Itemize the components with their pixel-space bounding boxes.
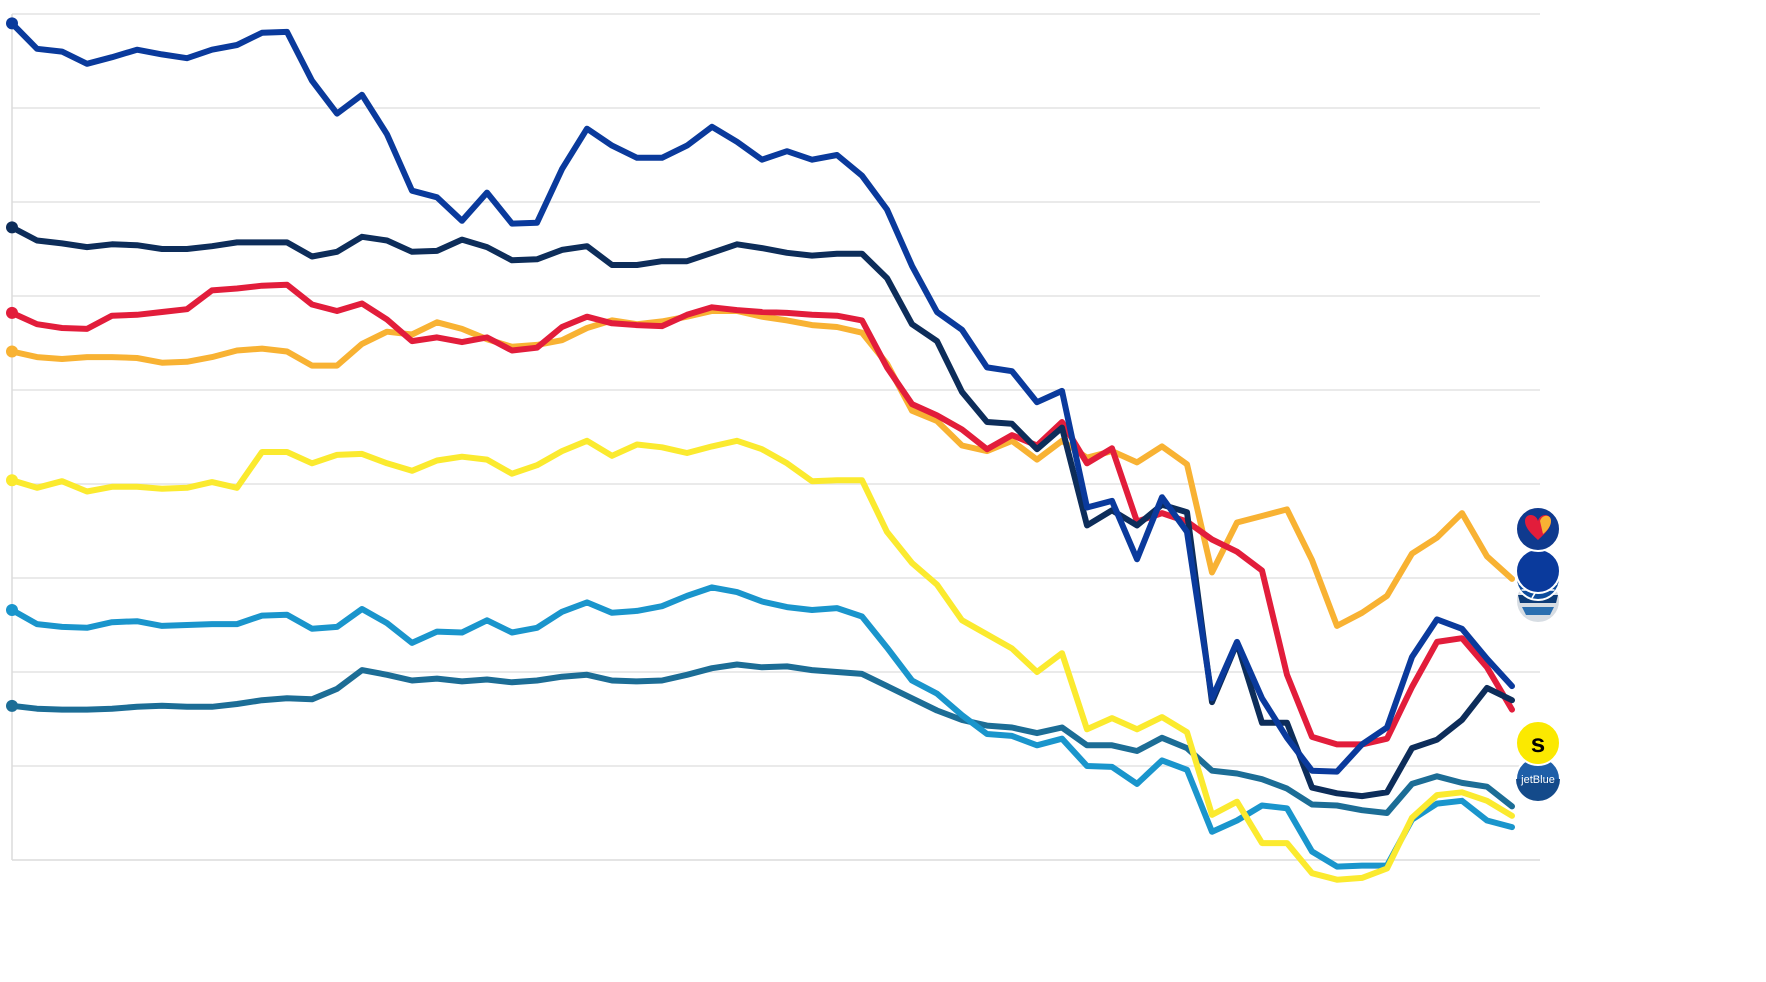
- airline-logos: jetBlue s: [1515, 506, 1561, 802]
- series-line-eagle-logo: [9, 281, 1515, 748]
- spirit-s-logo-icon: s: [1515, 720, 1561, 766]
- series-line-united-globe-logo: [9, 224, 1515, 800]
- series-start-dot: [6, 17, 18, 30]
- svg-text:jetBlue: jetBlue: [1520, 774, 1555, 786]
- series-start-dot: [6, 699, 18, 712]
- plane-logo-icon: [1515, 548, 1561, 594]
- svg-text:s: s: [1531, 728, 1545, 758]
- series-start-dot: [6, 474, 18, 487]
- series-line-jetblue-logo: [9, 584, 1515, 870]
- series-line-jetblue-tail-logo: [9, 661, 1515, 816]
- grid-lines: [11, 13, 1540, 861]
- series-line-spirit-s-logo: [9, 437, 1515, 883]
- series-start-dot: [6, 221, 18, 234]
- series-start-dots: [6, 17, 18, 712]
- series-line-plane-logo: [9, 20, 1515, 775]
- series-lines: [9, 20, 1515, 883]
- series-start-dot: [6, 306, 18, 319]
- series-start-dot: [6, 345, 18, 358]
- southwest-heart-logo-icon: [1515, 506, 1561, 552]
- series-start-dot: [6, 603, 18, 616]
- series-line-southwest-heart-logo: [9, 308, 1515, 629]
